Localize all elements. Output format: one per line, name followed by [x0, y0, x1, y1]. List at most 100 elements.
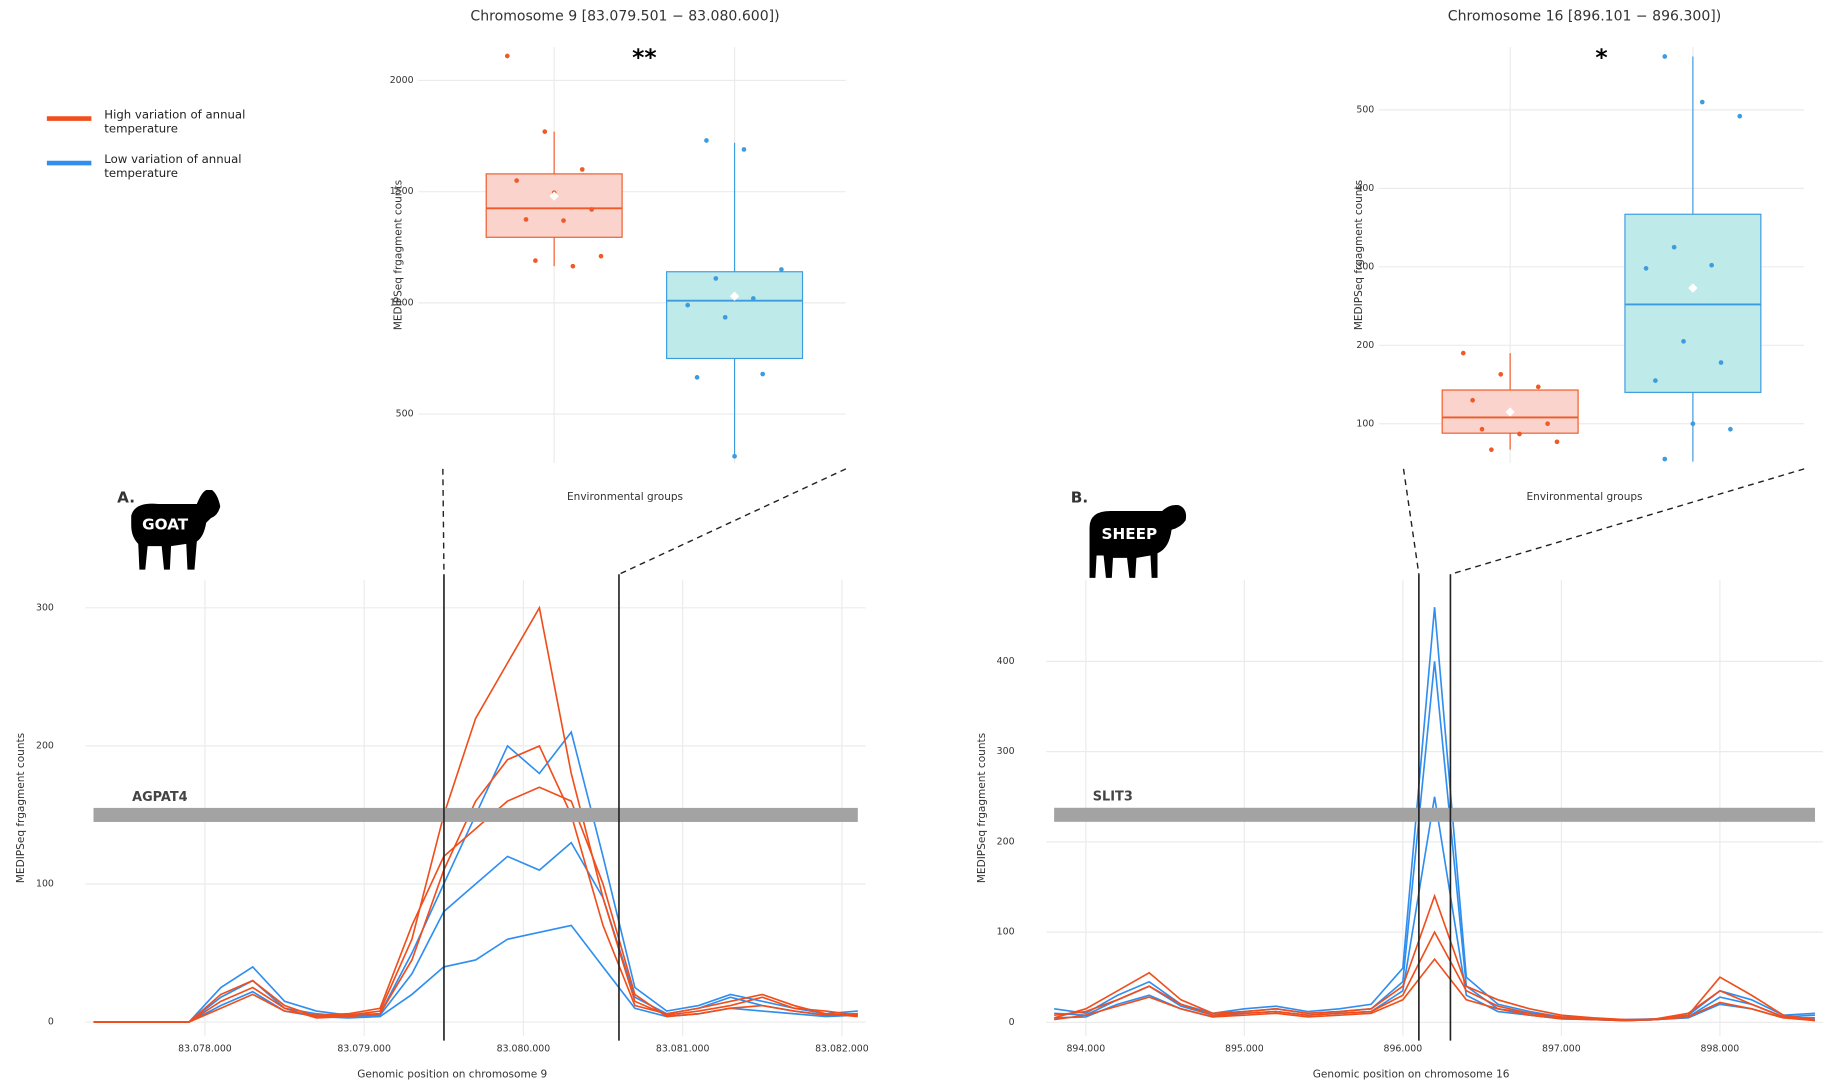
y-tick-label: 0	[1009, 1017, 1015, 1028]
x-tick-label: 83.082.000	[815, 1043, 869, 1054]
legend-label: High variation of annual temperature	[104, 109, 246, 137]
sheep-icon	[1089, 505, 1187, 578]
data-point	[1498, 371, 1504, 377]
x-tick-label: 83.080.000	[497, 1043, 551, 1054]
data-point	[598, 253, 604, 259]
x-tick-label: 894.000	[1066, 1043, 1105, 1054]
y-tick-label: 300	[1356, 261, 1374, 272]
data-point	[1535, 384, 1541, 390]
series-line	[93, 841, 858, 1023]
annotation: *	[1595, 43, 1607, 71]
x-tick-label: 83.078.000	[178, 1043, 232, 1054]
data-point	[779, 267, 784, 272]
zoom-connector	[618, 468, 847, 575]
panel-label: A.	[117, 489, 135, 507]
data-point	[1545, 421, 1550, 427]
data-point	[1690, 421, 1696, 427]
data-point	[704, 138, 709, 143]
zoom-connector	[1450, 468, 1805, 575]
series-line	[93, 786, 858, 1023]
data-point	[713, 276, 719, 281]
data-point	[760, 371, 766, 377]
data-point	[741, 147, 747, 152]
box	[485, 173, 623, 238]
data-point	[589, 207, 594, 212]
data-point	[1662, 456, 1668, 462]
data-point	[1470, 397, 1475, 403]
data-point	[542, 129, 548, 134]
box	[666, 271, 804, 360]
annotation: **	[632, 43, 657, 71]
data-point	[504, 53, 510, 59]
x-tick-label: 895.000	[1225, 1043, 1264, 1054]
data-point	[523, 217, 529, 222]
data-point	[694, 375, 700, 380]
data-point	[570, 263, 576, 269]
y-tick-label: 200	[36, 740, 54, 751]
mean-marker	[1505, 407, 1515, 417]
x-axis-title: Genomic position on chromosome 9	[357, 1069, 547, 1081]
data-point	[1681, 339, 1686, 344]
animal-label: SHEEP	[1102, 525, 1158, 543]
data-point	[1643, 266, 1649, 271]
panel-label: B.	[1071, 489, 1088, 507]
y-tick-label: 2000	[390, 75, 414, 86]
animal-label: GOAT	[142, 516, 189, 534]
y-tick-label: 500	[396, 409, 414, 420]
x-tick-label: 897.000	[1542, 1043, 1581, 1054]
x-axis-title: Environmental groups	[1527, 491, 1643, 503]
y-tick-label: 100	[997, 927, 1015, 938]
y-tick-label: 0	[48, 1017, 54, 1028]
data-point	[514, 178, 519, 183]
y-tick-label: 300	[997, 746, 1015, 757]
series-line	[1053, 893, 1816, 1021]
chart-title: Chromosome 16 [896.101 − 896.300])	[1448, 9, 1721, 25]
y-tick-label: 500	[1356, 104, 1374, 115]
gene-bar	[1054, 807, 1816, 822]
data-point	[1460, 350, 1466, 356]
mean-marker	[1688, 283, 1698, 293]
data-point	[750, 296, 756, 301]
mean-marker	[549, 191, 559, 201]
data-point	[1699, 99, 1705, 105]
x-tick-label: 83.079.000	[337, 1043, 391, 1054]
y-tick-label: 200	[997, 836, 1015, 847]
y-tick-label: 400	[997, 656, 1015, 667]
x-tick-label: 898.000	[1701, 1043, 1740, 1054]
goat-icon	[131, 489, 221, 570]
series-line	[1054, 796, 1815, 1022]
data-point	[1479, 426, 1485, 432]
y-tick-label: 400	[1356, 183, 1374, 194]
data-point	[1718, 360, 1724, 365]
y-axis-title: MEDIPSeq frgagment counts	[392, 180, 404, 330]
series-line	[1054, 957, 1816, 1022]
series-line	[1054, 930, 1816, 1022]
x-tick-label: 83.081.000	[656, 1043, 710, 1054]
y-tick-label: 1000	[390, 297, 414, 308]
data-point	[1554, 439, 1560, 445]
data-point	[1709, 262, 1714, 268]
y-axis-title: MEDIPSeq frgagment counts	[976, 733, 988, 883]
legend-entry: High variation of annual temperature	[104, 109, 246, 137]
legend: High variation of annual temperature Low …	[46, 109, 246, 181]
y-tick-label: 1500	[390, 186, 414, 197]
y-axis-title: MEDIPSeq frgagment counts	[15, 733, 27, 883]
y-tick-label: 300	[36, 602, 54, 613]
data-point	[1671, 244, 1677, 250]
y-axis-title: MEDIPSeq frgagment counts	[1353, 180, 1365, 330]
data-point	[533, 258, 538, 263]
data-point	[579, 167, 585, 172]
gene-label: AGPAT4	[132, 790, 188, 805]
y-tick-label: 100	[1356, 418, 1374, 429]
data-point	[561, 218, 566, 223]
data-point	[1517, 431, 1522, 437]
series-line	[1054, 661, 1816, 1022]
data-point	[1653, 378, 1658, 383]
data-point	[732, 453, 737, 459]
x-axis-title: Environmental groups	[567, 491, 683, 503]
data-point	[1662, 54, 1668, 59]
series-line	[93, 605, 858, 1023]
data-point	[1737, 113, 1743, 119]
